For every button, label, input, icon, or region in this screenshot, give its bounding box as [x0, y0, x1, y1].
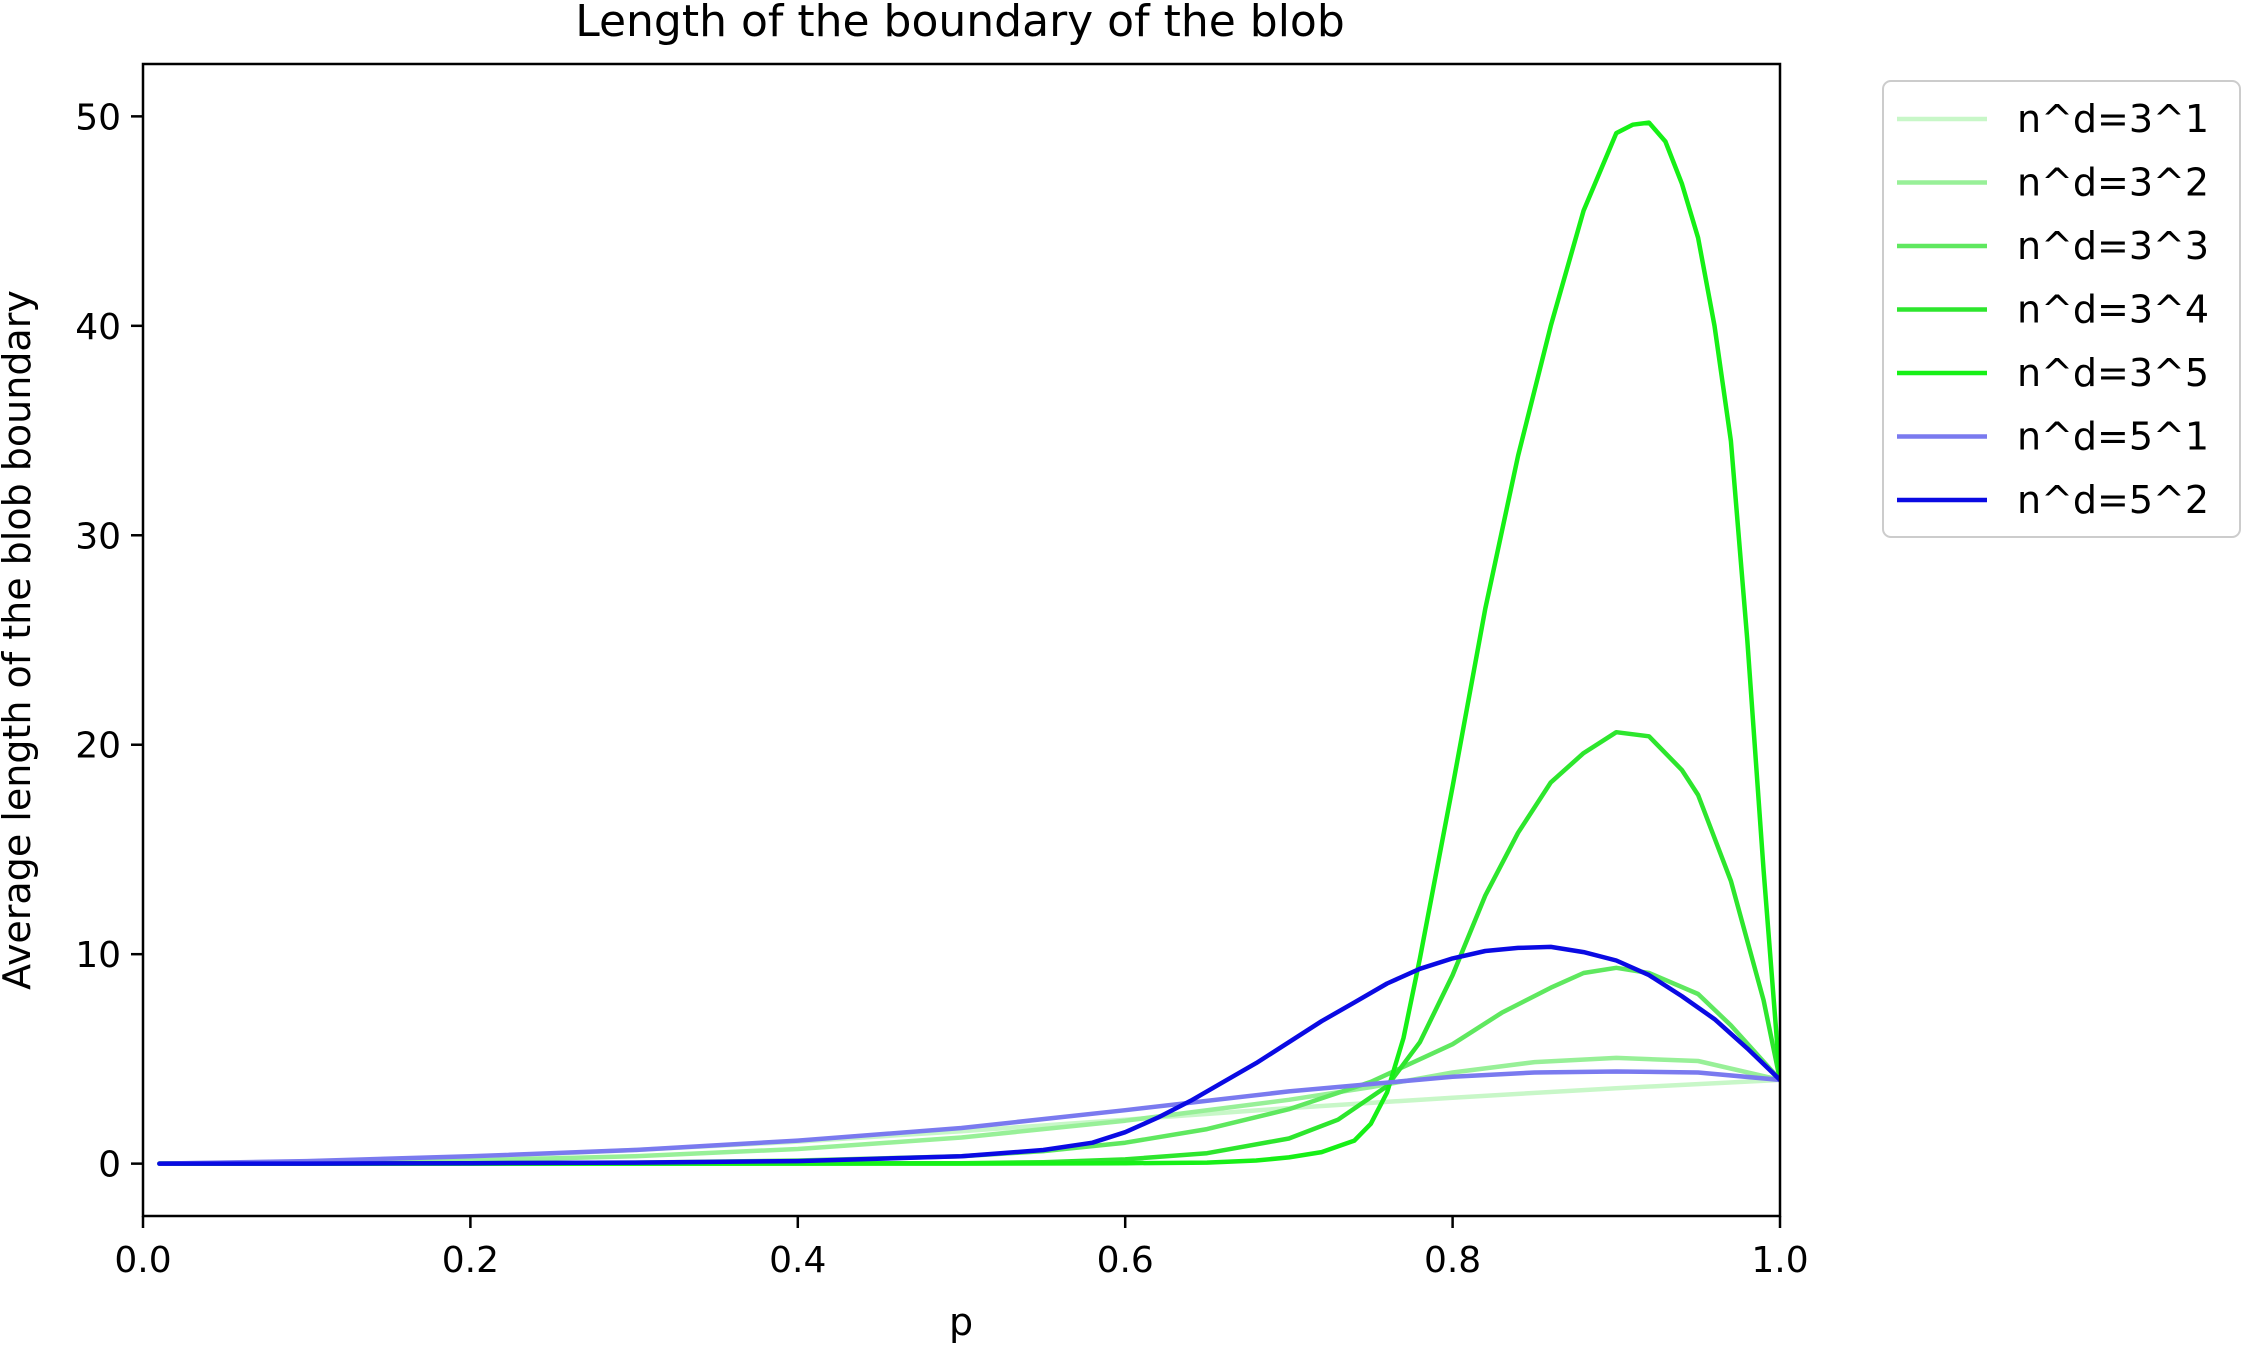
x-tick-label: 0.8: [1424, 1240, 1481, 1281]
legend-label-3: n^d=3^3: [2017, 224, 2209, 268]
y-tick-label: 50: [75, 97, 121, 138]
plot-frame: [141, 62, 1782, 1218]
y-axis: 0 10 20 30 40 50: [75, 97, 143, 1186]
x-tick-label: 0.4: [769, 1240, 826, 1281]
y-tick-label: 20: [75, 726, 121, 767]
x-tick-label: 0.0: [114, 1240, 171, 1281]
y-tick-label: 40: [75, 307, 121, 348]
legend-label-2: n^d=3^2: [2017, 161, 2209, 205]
y-tick-label: 10: [75, 935, 121, 976]
plot-area: [157, 120, 1780, 1166]
y-tick-label: 30: [75, 516, 121, 557]
legend-label-5: n^d=3^5: [2017, 351, 2209, 395]
x-axis-label: p: [949, 1300, 973, 1344]
legend-frame: [1882, 80, 2241, 538]
legend-label-4: n^d=3^4: [2017, 288, 2209, 332]
x-tick-label: 0.6: [1097, 1240, 1154, 1281]
legend-label-1: n^d=3^1: [2017, 97, 2209, 141]
chart-title: Length of the boundary of the blob: [575, 0, 1345, 47]
y-axis-label: Average length of the blob boundary: [0, 290, 39, 990]
x-tick-label: 0.2: [442, 1240, 499, 1281]
x-tick-label: 1.0: [1751, 1240, 1808, 1281]
series-line-6: [157, 1069, 1780, 1166]
series-line-2: [157, 1055, 1780, 1166]
series-layer: [157, 120, 1780, 1166]
series-line-5: [157, 120, 1780, 1166]
y-tick-label: 0: [98, 1145, 121, 1186]
series-line-7: [157, 944, 1780, 1166]
x-axis: 0.0 0.2 0.4 0.6 0.8 1.0: [114, 1216, 1809, 1281]
legend: n^d=3^1 n^d=3^2 n^d=3^3 n^d=3^4 n^d=3^5 n^d=5…: [1882, 80, 2241, 538]
legend-label-6: n^d=5^1: [2017, 415, 2209, 459]
series-line-4: [157, 729, 1780, 1166]
legend-label-7: n^d=5^2: [2017, 478, 2209, 522]
